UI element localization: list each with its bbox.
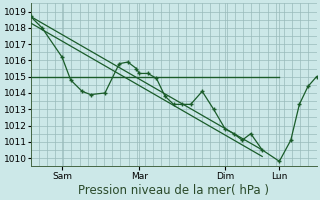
- X-axis label: Pression niveau de la mer( hPa ): Pression niveau de la mer( hPa ): [78, 184, 269, 197]
